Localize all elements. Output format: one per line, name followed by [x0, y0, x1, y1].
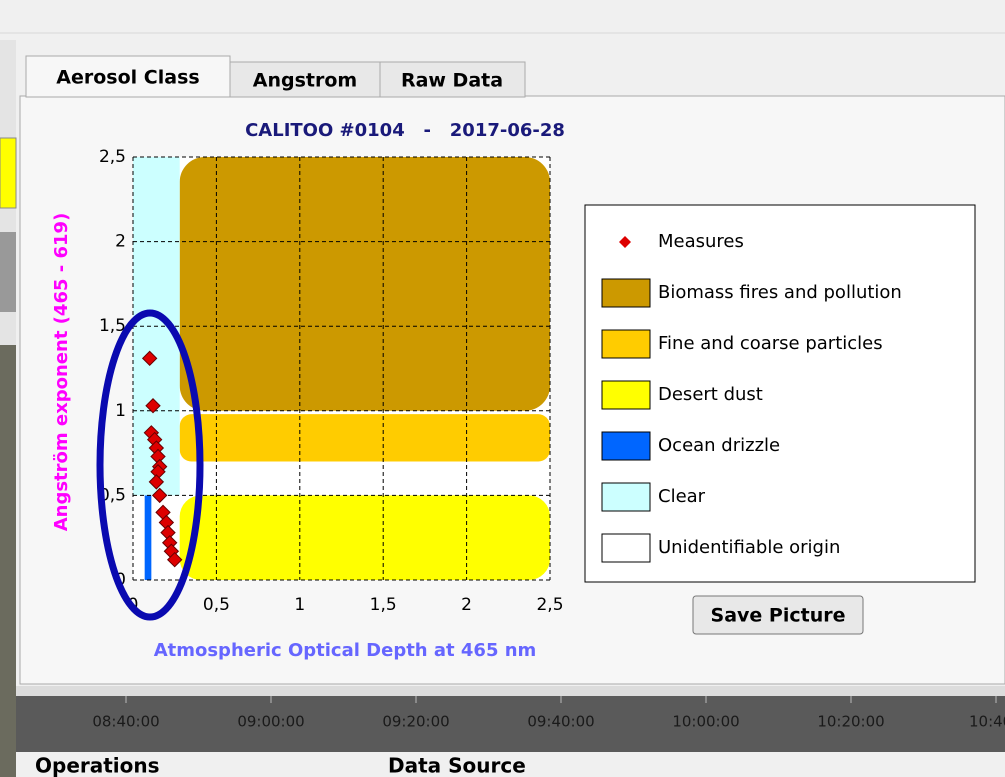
timeline-label: 10:20:00 — [817, 713, 884, 731]
region — [144, 495, 152, 580]
point — [145, 398, 161, 414]
chart-title: CALITOO #0104 - 2017-06-28 — [245, 120, 565, 141]
point — [141, 350, 158, 367]
legend-swatch — [601, 431, 651, 461]
legend-label: Fine and coarse particles — [658, 333, 883, 354]
y-tick-label: 2,5 — [99, 147, 126, 167]
tab-label: Angstrom — [253, 70, 357, 92]
timeline-label: 09:20:00 — [382, 713, 449, 731]
save-button[interactable] — [692, 595, 864, 635]
tab-label: Aerosol Class — [56, 67, 199, 89]
left-map — [0, 345, 16, 777]
tab[interactable] — [379, 61, 526, 98]
tab[interactable] — [25, 55, 231, 98]
y-tick-label: 1 — [115, 401, 126, 421]
legend-marker — [619, 236, 631, 248]
x-tick-label: 1,5 — [370, 595, 397, 615]
x-tick-label: 2 — [461, 595, 472, 615]
point — [151, 487, 168, 504]
legend-swatch — [601, 380, 651, 410]
section-label: Operations — [35, 754, 160, 777]
legend-swatch — [601, 329, 651, 359]
region — [179, 414, 551, 462]
y-axis-label: Angström exponent (465 - 619) — [51, 213, 72, 532]
legend-label: Ocean drizzle — [658, 435, 780, 456]
legend-swatch — [601, 278, 651, 308]
button-label: Save Picture — [711, 605, 846, 627]
legend-swatch — [601, 482, 651, 512]
region — [179, 495, 551, 580]
plot: 0 0,5 1 1,5 2 2,500,511,522,5 — [99, 147, 564, 615]
region — [179, 157, 551, 411]
x-tick-label: 0,5 — [203, 595, 230, 615]
timeline-label: 09:00:00 — [237, 713, 304, 731]
timeline-label: 08:40:00 — [92, 713, 159, 731]
x-tick-label: 2,5 — [536, 595, 563, 615]
section-label: Data Source — [388, 754, 526, 777]
legend-label: Biomass fires and pollution — [658, 282, 902, 303]
legend-swatch — [601, 533, 651, 563]
y-tick-label: 2 — [115, 232, 126, 252]
timeline-border — [16, 686, 1005, 696]
legend-label: Measures — [658, 231, 744, 252]
y-tick-label: 0,5 — [99, 485, 126, 505]
legend-label: Clear — [658, 486, 706, 507]
legend-label: Unidentifiable origin — [658, 537, 840, 558]
highlight-ellipse — [96, 309, 204, 621]
timeline-labels: 08:40:00 09:00:00 09:20:00 09:40:00 10:00:00… — [92, 696, 1005, 731]
y-tick-label: 1,5 — [99, 316, 126, 336]
timeline-label: 09:40:00 — [527, 713, 594, 731]
timeline-label: 10:40 — [969, 713, 1005, 731]
timeline-label: 10:00:00 — [672, 713, 739, 731]
left-yellow — [0, 137, 17, 209]
legend-entries: Measures Biomass fires and pollution Fine … — [601, 231, 902, 563]
point — [166, 551, 183, 568]
legend-label: Desert dust — [658, 384, 763, 405]
timeline — [16, 696, 1005, 752]
point — [148, 474, 165, 490]
tab-label: Raw Data — [401, 70, 503, 92]
left-gray — [0, 232, 16, 312]
x-tick-label: 1 — [294, 595, 305, 615]
x-axis-label: Atmospheric Optical Depth at 465 nm — [154, 640, 537, 661]
